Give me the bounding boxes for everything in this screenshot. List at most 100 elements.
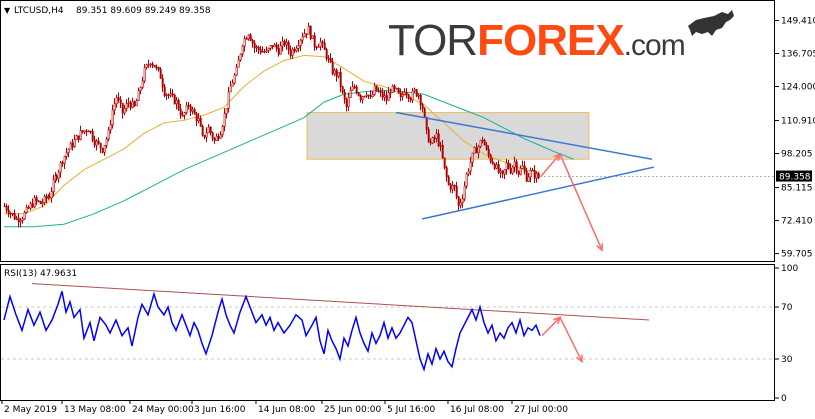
candle-body (439, 145, 442, 147)
candle-body (483, 139, 486, 146)
candle-body (239, 53, 242, 61)
candle-body (301, 36, 304, 41)
rsi-trend-line (31, 283, 650, 321)
candle-body (423, 108, 426, 118)
candle-body (257, 46, 260, 50)
trend-line (395, 111, 653, 161)
candle-body (247, 34, 250, 40)
candle-body (459, 202, 462, 206)
candle-body (213, 138, 216, 141)
candle-body (173, 94, 176, 105)
candle-body (9, 212, 12, 215)
candle-body (52, 179, 55, 192)
rsi-resistance-line (31, 283, 650, 321)
time-tick-label: 13 May 08:00 (64, 405, 126, 415)
candle-body (189, 105, 192, 112)
price-axis: 149.410 136.705 124.000 110.910 98.205 85.115… (775, 17, 815, 260)
time-tick-label: 24 May 00:00 (132, 405, 194, 415)
rsi-series (3, 291, 541, 372)
candle-body (261, 51, 264, 53)
candle-body (59, 162, 62, 173)
candle-body (217, 135, 220, 139)
candle-body (69, 142, 72, 150)
candle-body (463, 185, 466, 200)
time-tick-label: 2 May 2019 (4, 405, 57, 415)
candle-body (357, 92, 360, 96)
candle-body (385, 95, 388, 101)
candle-body (359, 95, 362, 100)
candle-body (31, 203, 34, 208)
time-tick-label: 14 Jun 08:00 (258, 405, 315, 415)
candle-body (97, 140, 100, 144)
price-projection-arrow (540, 152, 604, 252)
candle-body (527, 176, 530, 182)
candle-body (193, 109, 196, 115)
candle-body (165, 94, 168, 96)
candle-body (27, 206, 30, 209)
candle-body (405, 92, 408, 96)
candle-body (519, 168, 522, 175)
candle-body (119, 99, 122, 104)
candle-body (185, 104, 188, 113)
candle-body (105, 138, 108, 146)
candle-body (533, 170, 536, 179)
candle-body (209, 126, 212, 134)
candle-body (45, 195, 48, 199)
rsi-tick-label: 70 (781, 303, 793, 313)
candle-body (155, 66, 158, 69)
candle-body (151, 63, 154, 66)
candle-body (417, 94, 420, 97)
candle-body (137, 90, 140, 101)
candle-body (523, 165, 526, 172)
candle-body (175, 99, 178, 105)
candle-body (353, 86, 356, 88)
candle-body (487, 148, 490, 156)
candle-body (449, 184, 452, 190)
candle-body (457, 196, 460, 206)
candle-body (295, 48, 298, 52)
candle-body (65, 152, 68, 157)
candle-body (265, 50, 268, 53)
price-tick-label: 110.910 (781, 117, 815, 127)
time-axis: 2 May 2019 13 May 08:00 24 May 00:00 3 Jun … (1, 400, 568, 415)
rsi-title: RSI(13) 47.9631 (4, 269, 77, 279)
candle-body (117, 97, 120, 101)
candle-body (267, 47, 270, 51)
candle-body (87, 130, 90, 133)
candle-body (57, 171, 60, 180)
candle-body (387, 92, 390, 101)
candle-body (419, 94, 422, 106)
candle-body (531, 170, 534, 172)
candle-body (443, 157, 446, 168)
candle-body (337, 72, 340, 77)
time-tick-label: 25 Jun 00:00 (324, 405, 381, 415)
candle-body (131, 101, 134, 108)
candle-body (317, 46, 320, 48)
time-tick-label: 3 Jun 16:00 (194, 405, 246, 415)
candle-body (229, 85, 232, 93)
candle-body (367, 94, 370, 97)
rsi-line (3, 291, 541, 372)
candle-body (465, 173, 468, 187)
candle-body (485, 144, 488, 150)
candle-body (37, 200, 40, 202)
candle-body (121, 102, 124, 114)
candle-body (145, 64, 148, 68)
candle-body (251, 40, 254, 44)
candle-body (475, 147, 478, 154)
candle-body (19, 220, 22, 223)
candle-body (341, 86, 344, 93)
candle-body (181, 114, 184, 117)
trend-line (421, 166, 655, 220)
candle-body (187, 104, 190, 107)
candle-body (351, 86, 354, 91)
candle-body (279, 45, 282, 55)
candle-body (111, 109, 114, 126)
candle-body (369, 95, 372, 97)
brand-tor: TOR (388, 16, 477, 65)
candle-body (395, 87, 398, 90)
candle-body (401, 94, 404, 97)
candle-body (153, 64, 156, 68)
candle-body (243, 38, 246, 47)
candle-body (41, 202, 44, 205)
